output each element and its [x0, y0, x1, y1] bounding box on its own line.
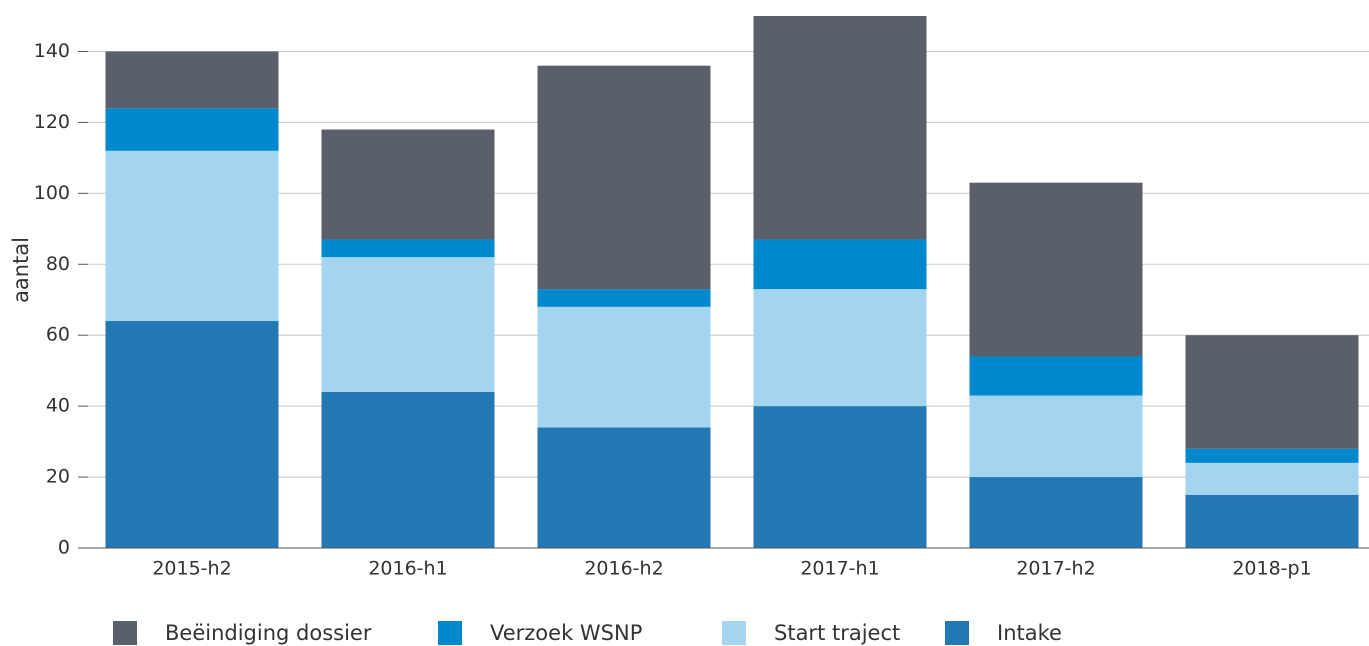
bar-segment [969, 395, 1143, 478]
x-tick-label: 2018-p1 [1232, 558, 1311, 580]
legend-swatch [945, 621, 969, 645]
x-tick-label: 2017-h2 [1016, 558, 1095, 580]
y-tick-label: 40 [46, 395, 70, 417]
bar-segment [105, 321, 279, 548]
bar-segment [753, 16, 927, 240]
bar-segment [537, 289, 711, 307]
bar-segment [753, 406, 927, 548]
x-tick-label: 2015-h2 [152, 558, 231, 580]
y-tick-label: 120 [34, 111, 70, 133]
y-tick-label: 140 [34, 40, 70, 62]
bar-segment [969, 477, 1143, 548]
bar-segment [537, 306, 711, 428]
bar-segment [1185, 462, 1359, 495]
bar-segment [105, 150, 279, 322]
bar-segment [537, 427, 711, 548]
bar-segment [1185, 335, 1359, 449]
legend-swatch [722, 621, 746, 645]
y-tick-label: 60 [46, 324, 70, 346]
y-tick-label: 100 [34, 182, 70, 204]
x-tick-label: 2017-h1 [800, 558, 879, 580]
bar-segment [321, 239, 495, 258]
legend-swatch [113, 621, 137, 645]
legend-swatch [438, 621, 462, 645]
bar-segment [321, 257, 495, 392]
x-tick-label: 2016-h2 [584, 558, 663, 580]
legend-label: Start traject [774, 621, 900, 645]
bar-segment [537, 65, 711, 290]
bar-segment [1185, 494, 1359, 548]
legend-label: Verzoek WSNP [490, 621, 642, 645]
bar-segment [969, 182, 1143, 357]
x-tick-label: 2016-h1 [368, 558, 447, 580]
y-tick-label: 80 [46, 253, 70, 275]
bar-segment [1185, 448, 1359, 463]
legend-label: Beëindiging dossier [165, 621, 372, 645]
bar-segment [753, 239, 927, 290]
y-tick-label: 0 [58, 537, 70, 559]
bar-segment [321, 391, 495, 548]
legend-label: Intake [997, 621, 1062, 645]
bar-segment [105, 51, 279, 109]
y-axis-label: aantal [9, 237, 33, 303]
bar-segment [105, 108, 279, 151]
bar-segment [753, 289, 927, 407]
bar-segment [969, 356, 1143, 396]
y-tick-label: 20 [46, 466, 70, 488]
bar-segment [321, 129, 495, 240]
